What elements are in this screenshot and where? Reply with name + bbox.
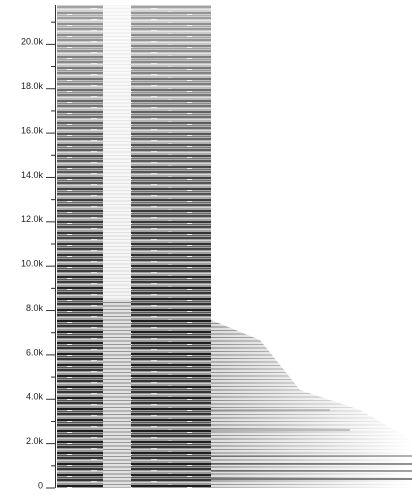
y-tick-label: 4.0k bbox=[26, 392, 44, 402]
spectrogram-image bbox=[57, 5, 412, 488]
y-tick-label: 12.0k bbox=[21, 214, 44, 224]
y-tick-label: 8.0k bbox=[26, 303, 44, 313]
y-tick-label: 2.0k bbox=[26, 436, 44, 446]
y-tick-label: 20.0k bbox=[21, 37, 44, 47]
y-tick-label: 14.0k bbox=[21, 170, 44, 180]
y-tick-label: 18.0k bbox=[21, 81, 44, 91]
y-tick-label: 0 bbox=[38, 480, 43, 490]
y-tick-label: 10.0k bbox=[21, 259, 44, 269]
y-tick-label: 6.0k bbox=[26, 347, 44, 357]
spectrogram-view: 0 2.0k 4.0k 6.0k 8.0k 10.0k 12.0k 14.0k 16.0k 18.… bbox=[0, 0, 412, 495]
y-axis: 0 2.0k 4.0k 6.0k 8.0k 10.0k 12.0k 14.0k 16.0k 18.… bbox=[21, 22, 55, 490]
y-tick-label: 16.0k bbox=[21, 125, 44, 135]
